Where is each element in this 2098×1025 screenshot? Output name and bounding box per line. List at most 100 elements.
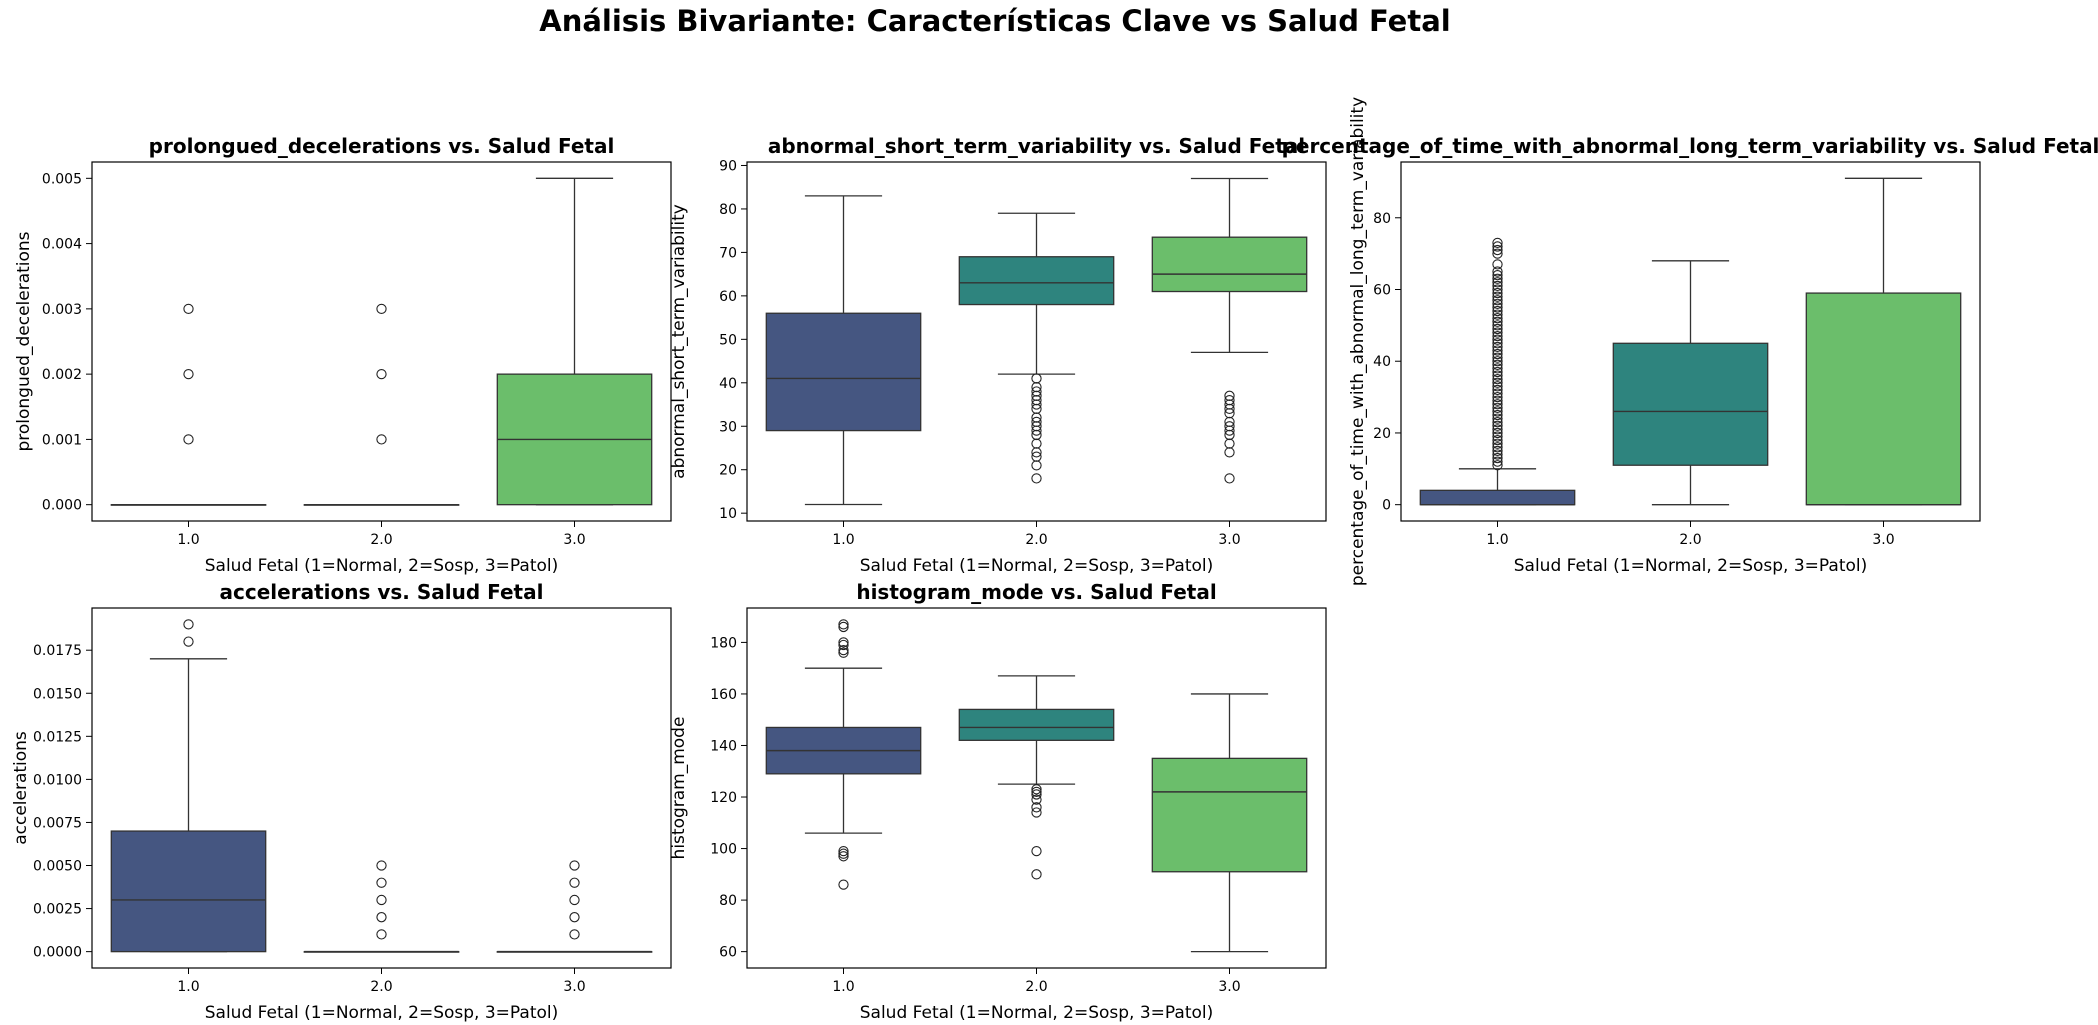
outlier-point	[1492, 370, 1503, 381]
y-axis-label: accelerations	[11, 731, 31, 845]
chart-panel-4: 0.0000 0.0025 0.0050 0.0075 0.0100 0.0125 0.01…	[11, 580, 672, 1023]
outlier-point	[1031, 794, 1042, 805]
x-axis-label: Salud Fetal (1=Normal, 2=Sosp, 3=Patol)	[860, 556, 1214, 576]
outlier-point	[1492, 445, 1503, 457]
outlier-point	[1031, 416, 1042, 428]
outlier-point	[1492, 456, 1503, 467]
x-tick-label: 3.0	[563, 532, 585, 548]
y-tick-label: 120	[710, 790, 737, 806]
y-tick-label: 160	[710, 687, 737, 703]
outlier-point	[1031, 845, 1042, 857]
y-tick-label: 100	[710, 842, 737, 858]
outlier-point	[1031, 802, 1042, 813]
outlier-point	[1031, 473, 1042, 484]
box-iqr	[1419, 489, 1576, 506]
chart-panel-1: 0.000 0.001 0.002 0.003 0.004 0.005 1.0 2.0 3.0S…	[14, 134, 672, 576]
outlier-point	[1492, 280, 1503, 292]
outlier-point	[1224, 421, 1235, 432]
y-tick-label: 0.002	[42, 367, 82, 383]
box-iqr	[1612, 342, 1769, 466]
outlier-point	[1031, 386, 1042, 397]
outlier-point	[1492, 327, 1503, 338]
outlier-point	[1031, 786, 1042, 798]
box-2.0	[958, 675, 1115, 880]
x-tick-label: 1.0	[177, 532, 199, 548]
outlier-point	[1492, 399, 1503, 410]
outlier-point	[838, 644, 849, 656]
y-tick-label: 80	[1373, 211, 1391, 227]
outlier-point	[376, 877, 387, 888]
y-tick-label: 90	[719, 158, 737, 174]
outlier-point	[1492, 287, 1503, 299]
outlier-point	[1492, 323, 1503, 335]
x-tick-label: 1.0	[832, 979, 854, 995]
outlier-point	[1492, 348, 1503, 360]
outlier-point	[1492, 427, 1503, 439]
outlier-point	[1031, 373, 1042, 384]
outlier-point	[1492, 424, 1503, 435]
x-tick-label: 3.0	[1218, 532, 1240, 548]
outlier-point	[1492, 420, 1503, 431]
outlier-point	[1492, 345, 1503, 356]
outlier-point	[1492, 409, 1503, 421]
box-1.0	[110, 619, 267, 953]
y-tick-label: 0.005	[42, 171, 82, 187]
box-2.0	[303, 860, 460, 953]
box-iqr	[110, 830, 267, 953]
outlier-point	[569, 894, 580, 906]
panel-title: histogram_mode vs. Salud Fetal	[856, 580, 1216, 604]
box-1.0	[765, 619, 922, 890]
outlier-point	[1031, 869, 1042, 880]
y-tick-label: 0.0000	[33, 945, 82, 961]
x-tick-label: 2.0	[1025, 532, 1047, 548]
y-tick-label: 0.0150	[33, 686, 82, 702]
outlier-point	[1492, 402, 1503, 413]
x-tick-label: 2.0	[1025, 979, 1047, 995]
outlier-point	[1492, 316, 1503, 327]
outlier-point	[1492, 241, 1503, 252]
outlier-point	[838, 647, 849, 658]
outlier-point	[376, 929, 387, 940]
box-2.0	[958, 212, 1115, 484]
outlier-point	[1031, 789, 1042, 800]
y-tick-label: 140	[710, 738, 737, 754]
outlier-point	[1492, 356, 1503, 367]
outlier-point	[1224, 473, 1235, 484]
outlier-point	[1492, 366, 1503, 378]
outlier-point	[569, 860, 580, 871]
y-axis-label: percentage_of_time_with_abnormal_long_te…	[1348, 97, 1368, 586]
outlier-point	[1492, 305, 1503, 317]
outlier-point	[1031, 451, 1042, 462]
outlier-point	[1492, 438, 1503, 449]
outlier-point	[1492, 384, 1503, 396]
outlier-point	[1492, 273, 1503, 284]
outlier-point	[1492, 388, 1503, 399]
y-tick-label: 60	[719, 289, 737, 305]
x-tick-label: 3.0	[1218, 979, 1240, 995]
box-iqr	[1151, 757, 1308, 873]
y-axis-label: prolongued_decelerations	[14, 231, 34, 451]
outlier-point	[183, 303, 194, 315]
outlier-point	[1492, 442, 1503, 453]
outlier-point	[1031, 784, 1042, 795]
box-iqr	[765, 312, 922, 432]
y-tick-label: 180	[710, 635, 737, 651]
y-tick-label: 0.000	[42, 498, 82, 514]
outlier-point	[1492, 377, 1503, 388]
outlier-point	[838, 848, 849, 859]
outlier-point	[1031, 807, 1042, 818]
outlier-point	[1031, 460, 1042, 471]
outlier-point	[838, 619, 849, 630]
x-tick-label: 1.0	[177, 979, 199, 995]
outlier-point	[1492, 417, 1503, 428]
outlier-point	[1492, 431, 1503, 442]
outlier-point	[1492, 302, 1503, 313]
outlier-point	[1492, 334, 1503, 345]
y-tick-label: 0.001	[42, 432, 82, 448]
outlier-point	[1031, 438, 1042, 449]
y-tick-label: 60	[1373, 282, 1391, 298]
y-tick-label: 0	[1382, 498, 1391, 514]
